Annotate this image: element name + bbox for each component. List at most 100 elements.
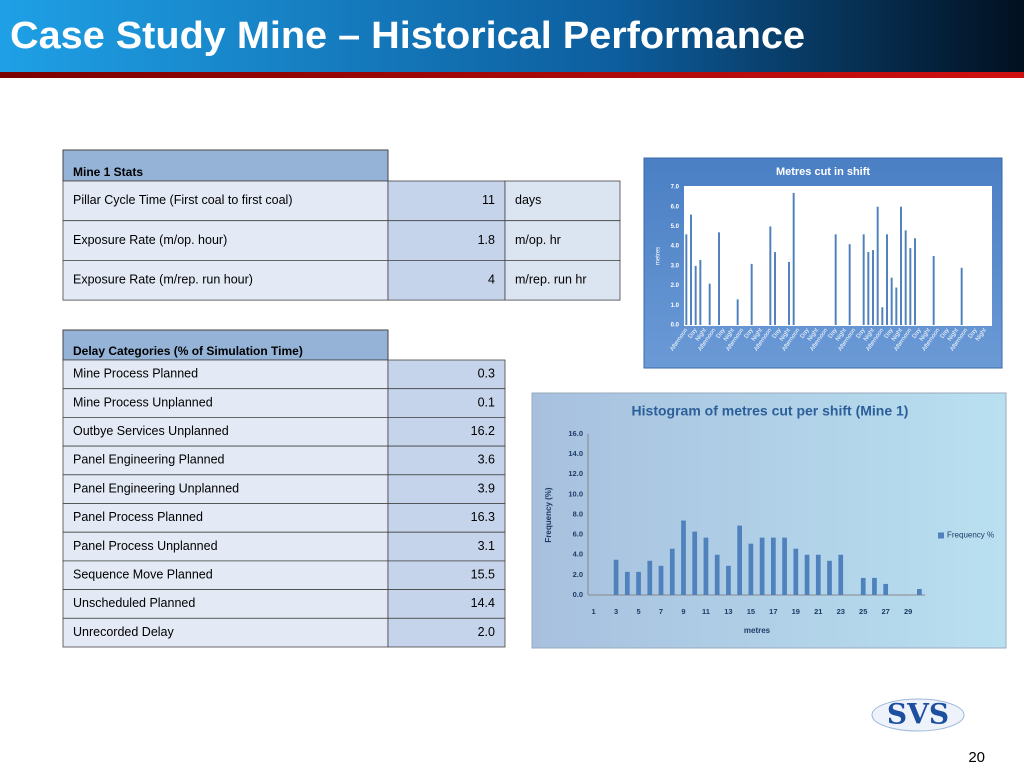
bar (770, 537, 776, 595)
table-cell-text: days (515, 193, 541, 207)
x-tick-label: 15 (747, 607, 755, 616)
bar (750, 263, 753, 325)
y-axis-label: metres (656, 247, 662, 265)
bar (804, 554, 810, 595)
table-cell (387, 503, 506, 533)
y-tick-label: 8.0 (573, 509, 583, 518)
table-cell-text: Panel Engineering Unplanned (73, 481, 239, 495)
table-cell-text: Unscheduled Planned (73, 596, 195, 610)
table-cell-text: Unrecorded Delay (73, 625, 174, 639)
bar (769, 226, 772, 325)
x-tick-label: Day (856, 328, 867, 340)
bar (636, 571, 641, 595)
table-cell (62, 617, 389, 648)
y-tick-label: 4.0 (573, 550, 583, 559)
table-cell-text: Exposure Rate (m/rep. run hour) (73, 273, 253, 287)
x-tick-label: Day (716, 328, 727, 340)
y-tick-label: 1.0 (671, 303, 680, 309)
x-tick-label: Day (744, 328, 755, 340)
bar (890, 277, 893, 325)
bar (883, 583, 889, 595)
bar (914, 238, 916, 325)
x-tick-label: 9 (681, 607, 685, 616)
table-cell-text: 4 (488, 273, 495, 287)
x-tick-label: 23 (837, 607, 845, 616)
table-header: Delay Categories (% of Simulation Time) (73, 344, 303, 358)
table-cell-text: Mine Process Planned (73, 367, 198, 381)
y-tick-label: 0.0 (573, 590, 583, 599)
y-axis-label: Frequency (%) (544, 487, 553, 542)
y-tick-label: 5.0 (671, 224, 680, 230)
y-tick-label: 4.0 (671, 244, 680, 250)
table-cell (62, 220, 389, 261)
table-cell-text: 3.6 (478, 453, 495, 467)
x-tick-label: 1 (592, 607, 596, 616)
x-tick-label: 7 (659, 607, 663, 616)
bar (681, 520, 686, 595)
bar (737, 525, 743, 595)
bar (917, 588, 922, 595)
y-tick-label: 0.0 (671, 323, 680, 329)
table-cell (387, 388, 506, 418)
x-tick-label: Day (828, 328, 839, 340)
table-cell-text: 15.5 (471, 568, 495, 582)
bar (792, 192, 795, 325)
page-number: 20 (968, 749, 985, 766)
bar (658, 565, 664, 595)
x-tick-label: 21 (814, 607, 822, 616)
table-cell-text: 0.3 (478, 367, 495, 381)
x-tick-label: 3 (614, 607, 618, 616)
y-tick-label: 2.0 (671, 283, 680, 289)
bar (876, 206, 879, 325)
table-cell (387, 359, 506, 390)
bar (793, 548, 799, 595)
table-cell (62, 388, 389, 418)
bar (827, 560, 832, 595)
table-cell-text: m/op. hr (515, 233, 561, 247)
x-tick-label: 25 (859, 607, 867, 616)
bar (815, 554, 821, 595)
bar (708, 283, 711, 325)
bar (690, 214, 692, 325)
table-cell-text: 16.3 (471, 510, 495, 524)
x-tick-label: Day (940, 328, 951, 340)
table-cell (387, 560, 506, 591)
bar (759, 537, 765, 595)
table-cell-text: 2.0 (478, 625, 495, 639)
table-cell (387, 617, 506, 648)
table-cell (62, 416, 389, 447)
x-tick-label: 29 (904, 607, 912, 616)
bar (669, 548, 675, 595)
header-bar (0, 0, 1024, 72)
slide-title: Case Study Mine – Historical Performance (10, 15, 805, 57)
x-tick-label: Day (912, 328, 923, 340)
y-tick-label: 6.0 (671, 204, 680, 210)
bar (904, 230, 907, 325)
bar (718, 232, 720, 325)
bar (726, 565, 731, 595)
bar (886, 234, 888, 325)
y-tick-label: 6.0 (573, 530, 583, 539)
x-tick-label: Day (800, 328, 811, 340)
logo-badge (871, 698, 965, 732)
legend-swatch (938, 532, 944, 539)
bar (613, 559, 619, 595)
table-cell-text: 1.8 (478, 233, 495, 247)
bar (881, 307, 884, 325)
bar (774, 252, 776, 325)
table-cell (387, 220, 506, 261)
bar (848, 244, 851, 325)
bar (624, 571, 630, 595)
bar (838, 554, 844, 595)
table-cell-text: Pillar Cycle Time (First coal to first c… (73, 193, 292, 207)
legend-label: Frequency % (947, 531, 994, 540)
table-cell (387, 474, 506, 504)
bar (872, 250, 874, 325)
plot-area (684, 186, 992, 326)
x-tick-label: 27 (882, 607, 890, 616)
bar (860, 577, 866, 595)
bar (782, 537, 787, 595)
y-tick-label: 7.0 (671, 185, 680, 191)
x-tick-label: Day (688, 328, 699, 340)
